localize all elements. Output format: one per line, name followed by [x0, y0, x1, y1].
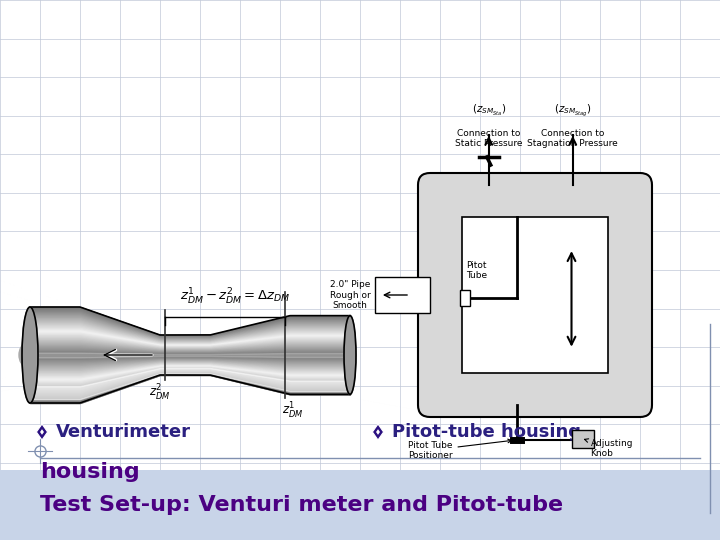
Bar — [375, 277, 430, 313]
Text: $(z_{SM_{Sta}})$: $(z_{SM_{Sta}})$ — [472, 103, 506, 118]
Text: $(z_{SM_{Stag}})$: $(z_{SM_{Stag}})$ — [554, 103, 592, 119]
Text: $z^{1}_{DM} - z^{2}_{DM} = \Delta z_{DM}$: $z^{1}_{DM} - z^{2}_{DM} = \Delta z_{DM}… — [180, 287, 290, 307]
Text: Connection to
Static Pressure: Connection to Static Pressure — [455, 129, 523, 149]
Text: housing: housing — [40, 462, 140, 483]
Polygon shape — [37, 424, 48, 440]
Polygon shape — [372, 424, 384, 440]
Text: Venturimeter: Venturimeter — [56, 423, 191, 441]
Bar — [572, 430, 595, 448]
Text: Connection to
Stagnation Pressure: Connection to Stagnation Pressure — [528, 129, 618, 149]
Ellipse shape — [19, 344, 33, 366]
Text: 2.0" Pipe
Rough or
Smooth: 2.0" Pipe Rough or Smooth — [330, 280, 370, 310]
Bar — [460, 290, 470, 306]
Bar — [0, 470, 720, 540]
Text: Pitot
Tube: Pitot Tube — [466, 261, 487, 280]
Text: Adjusting
Knob: Adjusting Knob — [585, 438, 633, 458]
FancyBboxPatch shape — [418, 173, 652, 417]
Ellipse shape — [344, 316, 356, 394]
Polygon shape — [376, 429, 380, 435]
Text: $z^{1}_{DM}$: $z^{1}_{DM}$ — [282, 401, 304, 421]
Bar — [462, 217, 608, 373]
Ellipse shape — [22, 307, 38, 403]
Text: $z^{2}_{DM}$: $z^{2}_{DM}$ — [149, 383, 171, 403]
Polygon shape — [40, 429, 44, 435]
Text: Test Set-up: Venturi meter and Pitot-tube: Test Set-up: Venturi meter and Pitot-tub… — [40, 495, 563, 515]
Text: Pitot-tube housing: Pitot-tube housing — [392, 423, 581, 441]
Text: Pitot Tube
Positioner: Pitot Tube Positioner — [408, 439, 511, 460]
